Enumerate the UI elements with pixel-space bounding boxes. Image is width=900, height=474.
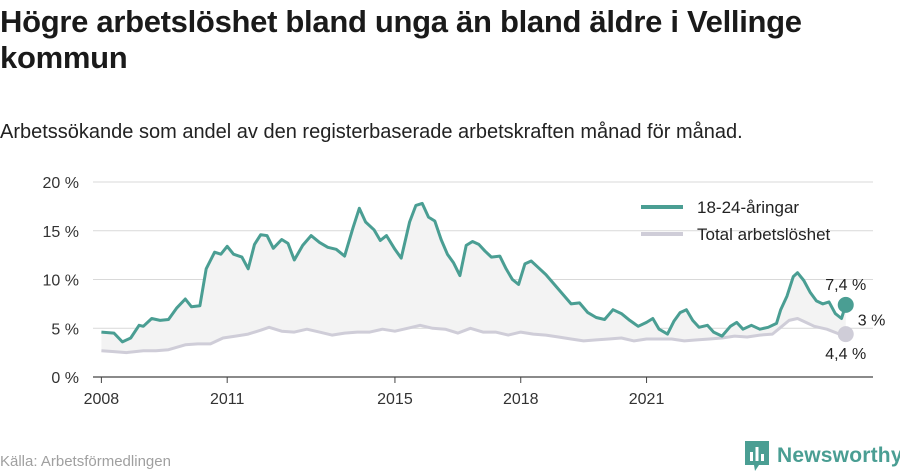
x-tick-label: 2018 (503, 391, 539, 408)
y-axis-ticks: 0 % 5 % 10 % 15 % 20 % (43, 175, 79, 387)
end-markers: 7,4 % 4,4 % 3 % (825, 277, 885, 363)
end-label-youth: 7,4 % (825, 277, 866, 294)
y-tick-label: 15 % (43, 224, 79, 241)
difference-label: 3 % (858, 312, 886, 329)
x-tick-label: 2015 (377, 391, 413, 408)
legend-label-total: Total arbetslöshet (697, 225, 831, 244)
y-tick-label: 0 % (51, 370, 79, 387)
brand-name: Newsworthy (777, 444, 900, 467)
y-tick-label: 5 % (51, 321, 79, 338)
newsworthy-logo-icon (745, 441, 769, 471)
end-marker-youth (837, 296, 854, 313)
chart-legend: 18-24-åringar Total arbetslöshet (641, 198, 831, 244)
y-tick-label: 10 % (43, 273, 79, 290)
x-tick-label: 2021 (629, 391, 665, 408)
y-tick-label: 20 % (43, 175, 79, 192)
chart-subtitle: Arbetssökande som andel av den registerb… (0, 121, 743, 143)
chart-title: Högre arbetslöshet bland unga än bland ä… (0, 4, 802, 75)
gap-fill-area (101, 203, 846, 353)
x-tick-label: 2011 (210, 391, 245, 408)
x-axis: 2008 2011 2015 2018 2021 (84, 376, 873, 408)
x-tick-label: 2008 (84, 391, 120, 408)
series-line-youth (101, 201, 848, 344)
source-note: Källa: Arbetsförmedlingen (0, 453, 171, 470)
brand-logo[interactable]: Newsworthy (744, 440, 900, 472)
series-line-total (101, 317, 846, 355)
legend-label-youth: 18-24-åringar (697, 198, 799, 217)
end-marker-total (837, 326, 854, 343)
end-label-total: 4,4 % (825, 346, 866, 363)
